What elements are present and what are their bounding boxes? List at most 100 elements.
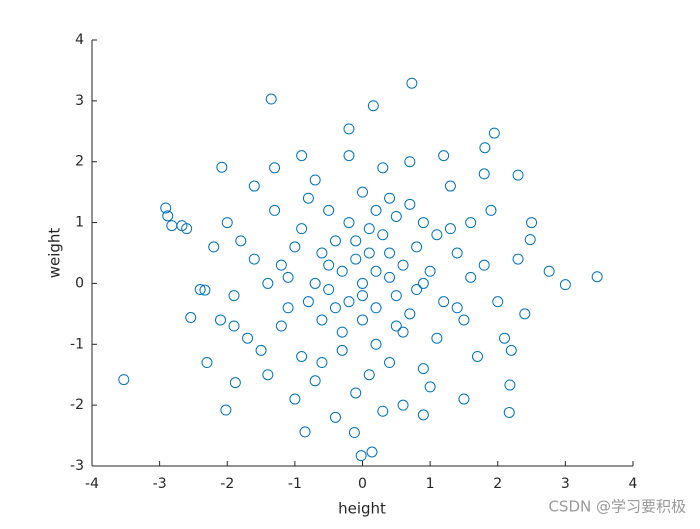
y-tick-label: 2 xyxy=(75,154,84,170)
point xyxy=(343,296,355,308)
point xyxy=(235,235,247,247)
point xyxy=(350,235,362,247)
point xyxy=(201,357,213,369)
point xyxy=(336,326,348,338)
point xyxy=(384,271,396,283)
point xyxy=(519,308,531,320)
point xyxy=(505,344,517,356)
point xyxy=(216,161,228,173)
point xyxy=(492,296,504,308)
point xyxy=(309,375,321,387)
y-tick-label: -3 xyxy=(70,458,84,474)
point xyxy=(229,377,241,389)
y-tick-label: 0 xyxy=(75,275,84,291)
point xyxy=(424,381,436,393)
x-tick-label: -1 xyxy=(288,476,302,492)
point xyxy=(512,253,524,265)
point xyxy=(269,204,281,216)
point xyxy=(275,259,287,271)
point xyxy=(512,169,524,181)
point xyxy=(488,127,500,139)
point xyxy=(444,180,456,192)
point xyxy=(451,302,463,314)
point xyxy=(248,180,260,192)
point xyxy=(397,259,409,271)
point xyxy=(417,363,429,375)
point xyxy=(444,223,456,235)
point xyxy=(384,247,396,259)
point xyxy=(390,210,402,222)
point xyxy=(377,405,389,417)
point xyxy=(499,332,511,344)
x-tick-label: 2 xyxy=(493,476,502,492)
y-tick-label: 3 xyxy=(75,93,84,109)
point xyxy=(343,150,355,162)
x-tick-label: 1 xyxy=(426,476,435,492)
point xyxy=(248,253,260,265)
point xyxy=(160,202,172,214)
x-tick-label: -4 xyxy=(85,476,99,492)
point xyxy=(162,210,174,222)
point xyxy=(282,271,294,283)
point xyxy=(424,265,436,277)
point xyxy=(336,344,348,356)
point xyxy=(329,235,341,247)
x-label: height xyxy=(338,500,386,518)
point xyxy=(465,217,477,229)
point xyxy=(118,374,130,386)
point xyxy=(265,93,277,105)
point xyxy=(438,150,450,162)
point xyxy=(302,192,314,204)
point xyxy=(262,277,274,289)
point xyxy=(543,265,555,277)
y-tick-label: -1 xyxy=(70,336,84,352)
point xyxy=(199,284,211,296)
point xyxy=(242,332,254,344)
watermark: CSDN @学习要积极 xyxy=(548,498,686,516)
point xyxy=(220,404,232,416)
point xyxy=(367,100,379,112)
point xyxy=(458,393,470,405)
point xyxy=(214,314,226,326)
point xyxy=(262,369,274,381)
point xyxy=(323,284,335,296)
point xyxy=(370,265,382,277)
point xyxy=(355,450,367,462)
point xyxy=(350,253,362,265)
point xyxy=(357,277,368,289)
point xyxy=(357,290,368,302)
point xyxy=(296,223,308,235)
point xyxy=(309,277,321,289)
point xyxy=(343,123,355,135)
point xyxy=(329,411,341,423)
y-tick-label: -2 xyxy=(70,397,84,413)
point xyxy=(417,277,429,289)
point xyxy=(503,406,515,418)
point xyxy=(438,296,450,308)
point xyxy=(559,279,571,291)
point xyxy=(591,271,603,283)
point xyxy=(397,326,409,338)
point xyxy=(377,229,389,241)
point xyxy=(357,314,368,326)
point xyxy=(471,350,483,362)
point xyxy=(316,247,328,259)
point xyxy=(323,204,335,216)
point xyxy=(485,204,497,216)
point xyxy=(370,338,382,350)
point xyxy=(478,168,490,180)
point xyxy=(309,174,321,186)
point xyxy=(275,320,287,332)
point xyxy=(228,290,240,302)
point xyxy=(343,217,355,229)
point xyxy=(296,150,308,162)
point xyxy=(228,320,240,332)
point xyxy=(302,296,314,308)
point xyxy=(316,357,328,369)
x-tick-label: -2 xyxy=(220,476,234,492)
point xyxy=(363,247,375,259)
point xyxy=(185,312,197,324)
point xyxy=(431,332,443,344)
